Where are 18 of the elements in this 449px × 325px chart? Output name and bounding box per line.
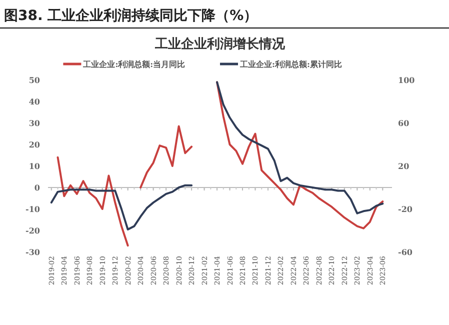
y-tick-label: 50 <box>28 75 40 85</box>
y-tick-label: 20 <box>28 140 40 150</box>
y2-tick-label: 20 <box>398 161 410 171</box>
y2-tick-label: 60 <box>398 118 410 128</box>
legend-label: 工业企业:利润总额:当月同比 <box>82 59 186 69</box>
chart-title: 图38. 工业企业利润持续同比下降（%） <box>4 7 258 24</box>
y-tick-label: 10 <box>28 161 40 171</box>
y2-tick-label: -60 <box>398 247 413 257</box>
y-tick-label: -10 <box>26 204 40 214</box>
y2-tick-label: 100 <box>398 75 416 85</box>
chart-subtitle: 工业企业利润增长情况 <box>154 36 286 52</box>
y2-tick-label: -20 <box>398 204 413 214</box>
y-tick-label: -20 <box>26 226 40 236</box>
legend-label: 工业企业:利润总额:累计同比 <box>239 59 342 69</box>
y-tick-label: 0 <box>34 182 40 192</box>
y-tick-label: 40 <box>28 96 40 106</box>
y-tick-label: 30 <box>28 118 40 128</box>
y-tick-label: -30 <box>26 247 40 257</box>
